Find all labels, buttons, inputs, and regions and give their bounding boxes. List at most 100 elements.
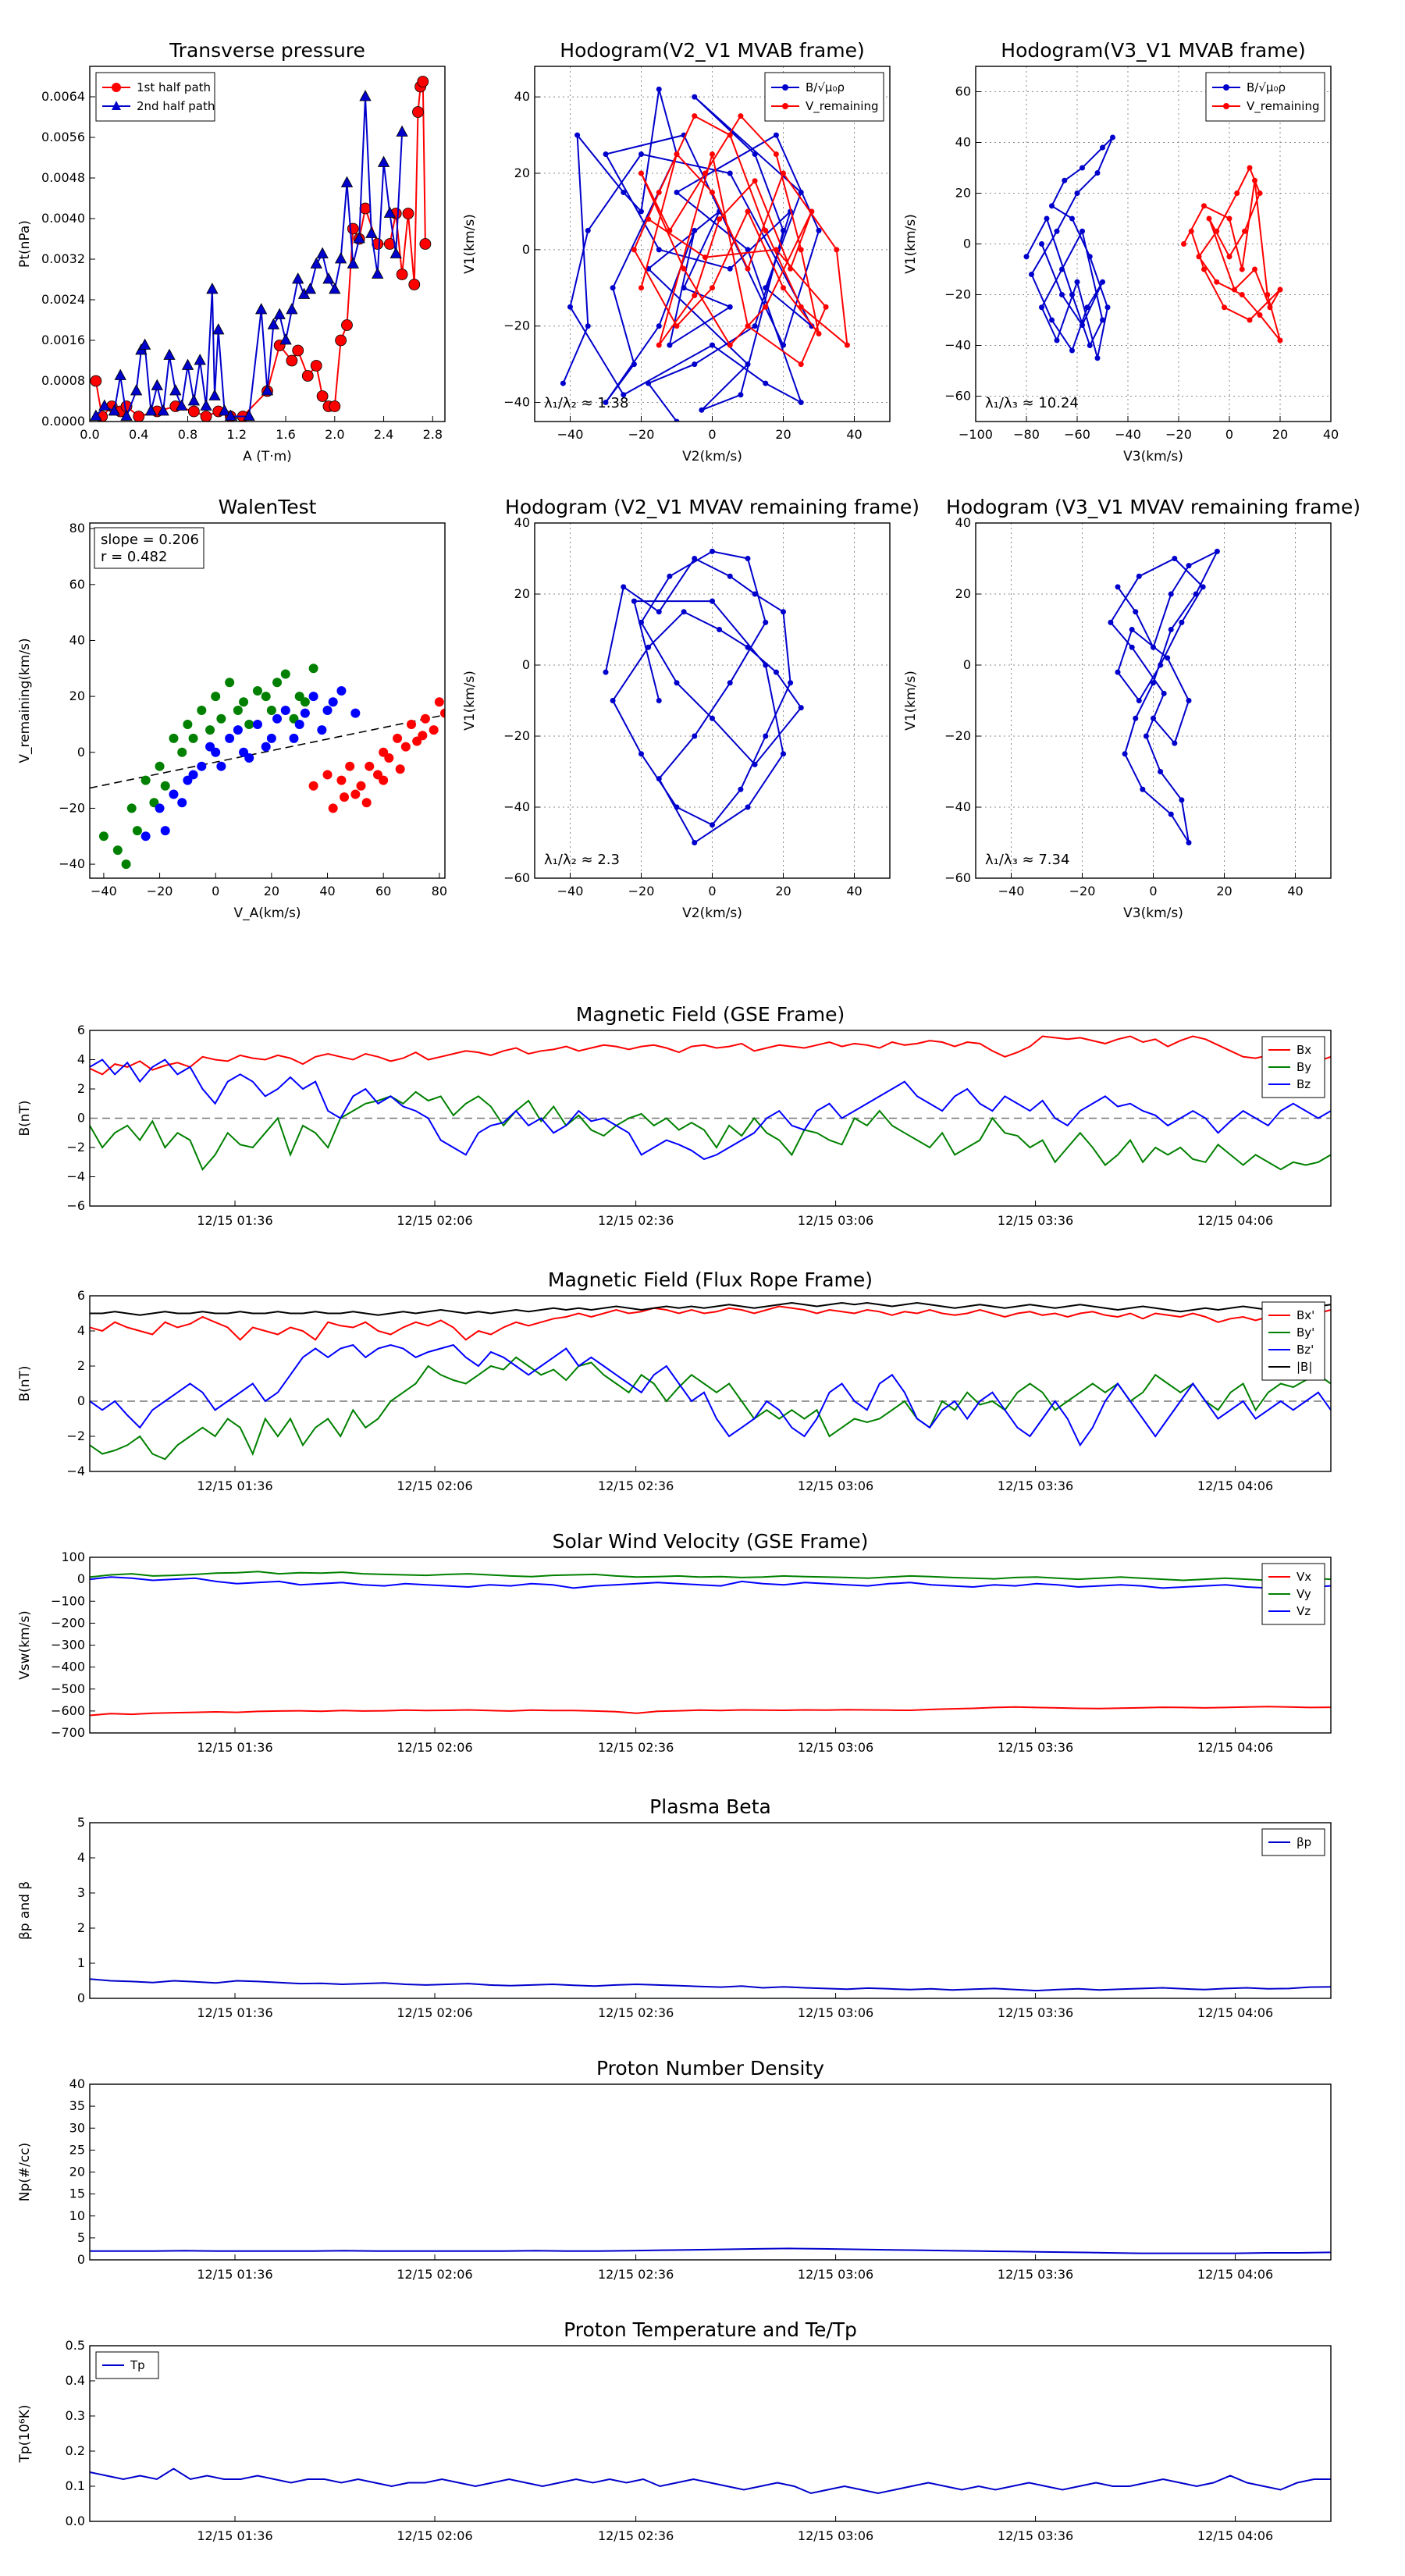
data-point [151,379,163,390]
data-point [646,644,652,650]
legend-label: B/√μ₀ρ [806,80,845,94]
series-line [605,550,802,844]
data-point [90,375,102,387]
legend-label: Vy [1297,1587,1311,1601]
legend-box [764,72,884,122]
data-point [359,90,372,101]
chart-title: Proton Temperature and Te/Tp [564,2318,857,2341]
data-point [738,113,744,119]
data-point [1172,556,1178,561]
y-tick-label: 0 [77,745,85,760]
x-tick-label: 12/15 01:36 [197,1740,272,1755]
x-tick-label: 40 [846,884,862,898]
y-tick-label: −40 [944,799,971,814]
y-tick-label: 0 [77,2252,85,2267]
data-point [304,283,317,294]
x-tick-label: 12/15 01:36 [197,1213,272,1228]
x-tick-label: 80 [432,884,447,898]
legend-marker [782,84,788,91]
data-point [1069,292,1075,297]
data-point [163,348,176,360]
x-tick-label: 60 [375,884,391,898]
x-tick-label: 12/15 03:36 [998,2005,1073,2020]
series-line [90,1576,1331,1589]
data-point [773,247,779,253]
data-point [745,265,751,272]
data-point [674,151,680,158]
data-point [1136,698,1142,703]
data-point [1226,215,1232,222]
data-point [279,333,292,345]
y-tick-label: 0.0032 [41,251,85,266]
plot-area [603,548,804,845]
data-point [98,399,111,411]
plot-frame [89,1557,1332,1734]
x-axis-label: V2(km/s) [682,449,742,464]
y-tick-label: −4 [66,1169,85,1184]
data-point [1054,337,1060,343]
y-axis-label: V1(km/s) [462,214,478,274]
plot-frame [975,66,1332,422]
data-point [1196,254,1202,260]
data-point [280,706,290,716]
y-tick-label: 0.4 [66,2373,85,2388]
legend-label: βp [1297,1835,1311,1849]
data-point [667,573,673,579]
y-tick-label: 0.0000 [41,414,85,429]
annotation-text: λ₁/λ₂ ≈ 1.38 [544,395,628,411]
x-tick-label: 0 [708,427,716,442]
y-tick-label: 6 [77,1023,85,1037]
data-point [261,692,271,702]
data-point [224,409,237,421]
data-point [610,698,616,703]
data-point [681,265,687,272]
data-point [322,770,333,780]
data-point [646,216,652,222]
data-point [155,761,165,771]
data-point [692,733,698,739]
data-point [1074,279,1080,285]
data-point [1257,190,1263,196]
y-tick-label: 40 [514,515,530,530]
data-point [692,556,698,561]
data-point [692,840,698,845]
data-point [1080,322,1085,328]
data-point [1214,548,1220,554]
data-point [132,826,142,836]
data-point [252,719,262,729]
data-point [396,125,408,137]
y-tick-label: −40 [503,799,530,814]
data-point [316,247,329,258]
plot-area [90,664,445,870]
data-point [710,189,715,195]
data-point [417,76,429,87]
data-point [252,685,262,696]
data-point [1181,241,1186,247]
data-point [656,189,662,195]
data-point [329,400,341,412]
y-tick-label: 20 [69,2165,85,2179]
x-tick-label: 0.0 [80,427,99,442]
y-tick-label: 2 [77,1358,85,1373]
x-tick-label: 12/15 02:36 [598,1740,674,1755]
x-tick-label: 12/15 02:06 [397,1740,472,1755]
data-point [1044,215,1050,222]
y-tick-label: 30 [69,2120,85,2135]
data-point [377,155,390,167]
x-tick-label: −20 [628,427,655,442]
plot-frame [534,522,891,879]
data-point [389,247,402,258]
data-point [1247,165,1253,171]
y-tick-label: −600 [51,1703,85,1718]
series-line [1183,165,1281,341]
x-tick-label: −20 [147,884,173,898]
data-point [1115,584,1121,590]
data-point [1069,347,1075,354]
data-point [138,338,151,350]
y-tick-label: 4 [77,1323,85,1338]
data-point [1108,619,1114,625]
data-point [272,713,283,724]
data-point [710,151,715,158]
series-line [90,1571,1331,1582]
